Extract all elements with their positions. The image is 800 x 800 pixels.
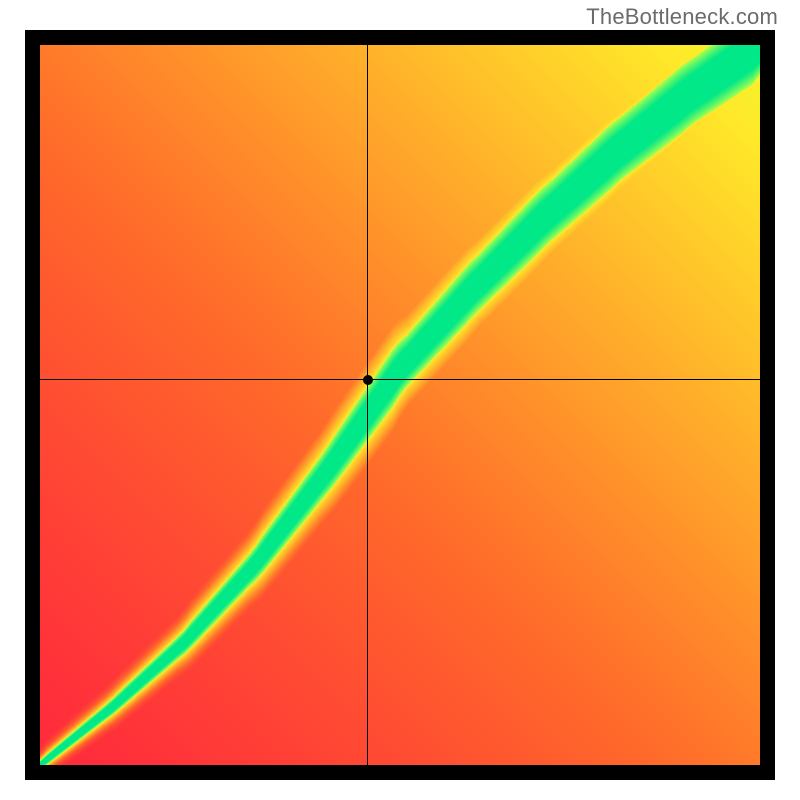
crosshair-vertical [367,45,368,765]
crosshair-horizontal [40,379,760,380]
watermark-text: TheBottleneck.com [586,4,778,30]
heatmap-canvas [40,45,760,765]
chart-frame [25,30,775,780]
marker-dot [363,375,373,385]
chart-plot-area [40,45,760,765]
